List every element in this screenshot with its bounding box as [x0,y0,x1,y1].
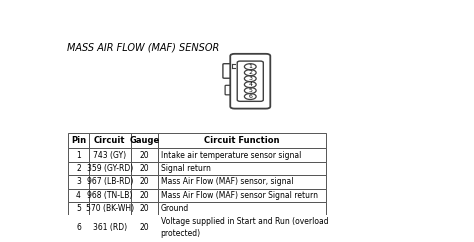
Text: 359 (GY-RD): 359 (GY-RD) [87,164,133,173]
Bar [158,215,326,240]
Text: 2: 2 [76,164,81,173]
Text: Voltage supplied in Start and Run (overload
protected): Voltage supplied in Start and Run (overl… [161,218,328,238]
Text: 20: 20 [140,164,149,173]
Text: 20: 20 [140,191,149,200]
Bar [131,162,158,175]
Text: Circuit Function: Circuit Function [204,136,280,145]
Bar [158,189,326,202]
Bar [158,202,326,215]
Bar [89,202,131,215]
Text: Signal return: Signal return [161,164,210,173]
Bar [131,215,158,240]
Text: 570 (BK-WH): 570 (BK-WH) [86,204,134,213]
Text: 6: 6 [76,223,81,232]
Text: Circuit: Circuit [94,136,126,145]
Text: 20: 20 [140,223,149,232]
Bar [68,215,89,240]
Text: Ground: Ground [161,204,189,213]
Text: 967 (LB-RD): 967 (LB-RD) [87,177,133,186]
Text: 968 (TN-LB): 968 (TN-LB) [87,191,132,200]
Bar [68,202,89,215]
Text: 20: 20 [140,204,149,213]
Bar [131,148,158,162]
Text: 1: 1 [76,151,81,159]
Bar [131,175,158,189]
Bar [89,133,131,148]
FancyBboxPatch shape [237,61,264,101]
Bar [89,148,131,162]
FancyBboxPatch shape [223,64,236,78]
Text: 20: 20 [140,177,149,186]
Text: 5: 5 [248,88,252,93]
Bar [89,162,131,175]
Bar [158,133,326,148]
Text: 3: 3 [76,177,81,186]
Text: 20: 20 [140,151,149,159]
Text: 361 (RD): 361 (RD) [93,223,127,232]
Text: MASS AIR FLOW (MAF) SENSOR: MASS AIR FLOW (MAF) SENSOR [66,42,219,52]
Bar [131,133,158,148]
Text: 2: 2 [248,70,252,75]
Bar [89,189,131,202]
Text: Intake air temperature sensor signal: Intake air temperature sensor signal [161,151,301,159]
Bar [158,148,326,162]
Bar [68,148,89,162]
Bar [68,133,89,148]
Text: 1: 1 [248,64,252,69]
Bar [158,162,326,175]
Text: 743 (GY): 743 (GY) [93,151,127,159]
Bar [68,162,89,175]
Text: Pin: Pin [71,136,86,145]
Text: Gauge: Gauge [129,136,160,145]
Bar [131,189,158,202]
Bar [68,175,89,189]
Text: Mass Air Flow (MAF) sensor, signal: Mass Air Flow (MAF) sensor, signal [161,177,293,186]
Bar [89,215,131,240]
Bar [131,202,158,215]
Text: 6: 6 [248,94,252,99]
Text: 3: 3 [248,76,252,81]
FancyBboxPatch shape [225,85,235,95]
Bar [158,175,326,189]
Text: 4: 4 [76,191,81,200]
Text: Mass Air Flow (MAF) sensor Signal return: Mass Air Flow (MAF) sensor Signal return [161,191,318,200]
FancyBboxPatch shape [230,54,270,109]
Bar [68,189,89,202]
Text: 4: 4 [248,82,252,87]
Text: 5: 5 [76,204,81,213]
Bar [89,175,131,189]
